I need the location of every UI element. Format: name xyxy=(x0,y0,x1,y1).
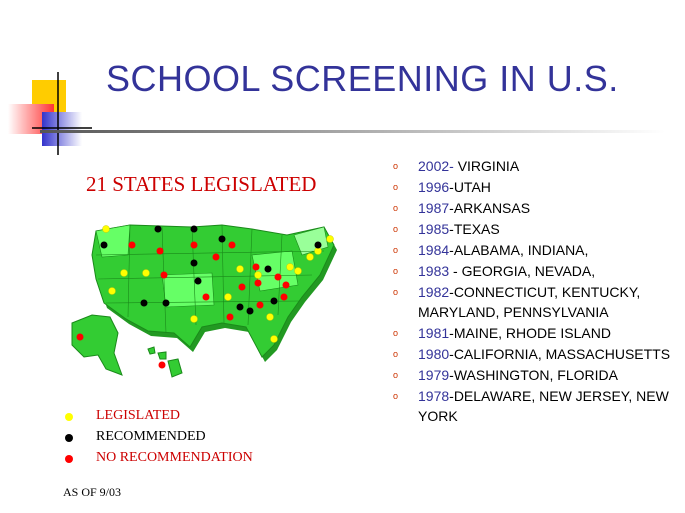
page-title: SCHOOL SCREENING IN U.S. xyxy=(106,58,619,99)
timeline-states: -ALABAMA, INDIANA, xyxy=(449,242,589,258)
timeline-year: 1987 xyxy=(418,200,450,216)
timeline-year: 1979 xyxy=(418,367,450,383)
list-item: o 1983 - GEORGIA, NEVADA, xyxy=(390,261,680,281)
bullet-icon: o xyxy=(393,287,399,297)
black-dot-icon xyxy=(65,434,73,442)
bullet-icon: o xyxy=(393,266,399,276)
blue-square xyxy=(42,112,82,146)
timeline-states: - GEORGIA, NEVADA, xyxy=(449,263,596,279)
legend-label: NO RECOMMENDATION xyxy=(96,450,253,465)
bullet-icon: o xyxy=(393,245,399,255)
hawaii-shape xyxy=(147,346,183,378)
bullet-icon: o xyxy=(393,161,399,171)
list-item: o 1981-MAINE, RHODE ISLAND xyxy=(390,323,680,343)
legend-label: RECOMMENDED xyxy=(96,429,206,444)
timeline-year: 1980 xyxy=(418,346,450,362)
list-item: o 2002- VIRGINIA xyxy=(390,156,680,176)
list-item: o 1979-WASHINGTON, FLORIDA xyxy=(390,365,680,385)
timeline-states: -UTAH xyxy=(449,179,491,195)
bullet-icon: o xyxy=(393,391,399,401)
timeline-states: -ARKANSAS xyxy=(449,200,531,216)
timeline-year: 1984 xyxy=(418,242,450,258)
timeline-states: -CONNECTICUT, KENTUCKY, MARYLAND, PENNSY… xyxy=(418,284,641,320)
legislation-timeline: o 2002- VIRGINIA o 1996-UTAH o 1987-ARKANSA… xyxy=(390,156,680,427)
timeline-year: 1983 xyxy=(418,263,450,279)
yellow-dot-icon xyxy=(65,413,73,421)
title-divider xyxy=(40,130,665,133)
timeline-states: -TEXAS xyxy=(449,221,500,237)
timeline-year: 1981 xyxy=(418,325,450,341)
legend-label: LEGISLATED xyxy=(96,408,180,423)
alaska-shape xyxy=(71,314,123,376)
timeline-states: -CALIFORNIA, MASSACHUSETTS xyxy=(449,346,671,362)
bullet-icon: o xyxy=(393,349,399,359)
timeline-states: VIRGINIA xyxy=(453,158,520,174)
timeline-year: 1996 xyxy=(418,179,450,195)
states-legislated-heading: 21 STATES LEGISLATED xyxy=(86,172,317,196)
timeline-states: -WASHINGTON, FLORIDA xyxy=(449,367,618,383)
timeline-year: 1982 xyxy=(418,284,450,300)
bullet-icon: o xyxy=(393,328,399,338)
timeline-states: -DELAWARE, NEW JERSEY, NEW YORK xyxy=(418,388,669,424)
bullet-icon: o xyxy=(393,203,399,213)
timeline-states: -MAINE, RHODE ISLAND xyxy=(449,325,611,341)
list-item: o 1980-CALIFORNIA, MASSACHUSETTS xyxy=(390,344,680,364)
list-item: o 1987-ARKANSAS xyxy=(390,198,680,218)
us-map xyxy=(71,224,337,378)
bullet-icon: o xyxy=(393,370,399,380)
list-item: o 1982-CONNECTICUT, KENTUCKY, MARYLAND, P… xyxy=(390,282,680,322)
list-item: o 1985-TEXAS xyxy=(390,219,680,239)
list-item: o 1996-UTAH xyxy=(390,177,680,197)
list-item: o 1984-ALABAMA, INDIANA, xyxy=(390,240,680,260)
timeline-year: 2002- xyxy=(418,158,454,174)
list-item: o 1978-DELAWARE, NEW JERSEY, NEW YORK xyxy=(390,386,680,426)
red-dot-icon xyxy=(65,455,73,463)
timeline-year: 1985 xyxy=(418,221,450,237)
timeline-year: 1978 xyxy=(418,388,450,404)
corner-decoration xyxy=(8,72,92,155)
as-of-date: AS OF 9/03 xyxy=(63,485,122,499)
bullet-icon: o xyxy=(393,182,399,192)
bullet-icon: o xyxy=(393,224,399,234)
